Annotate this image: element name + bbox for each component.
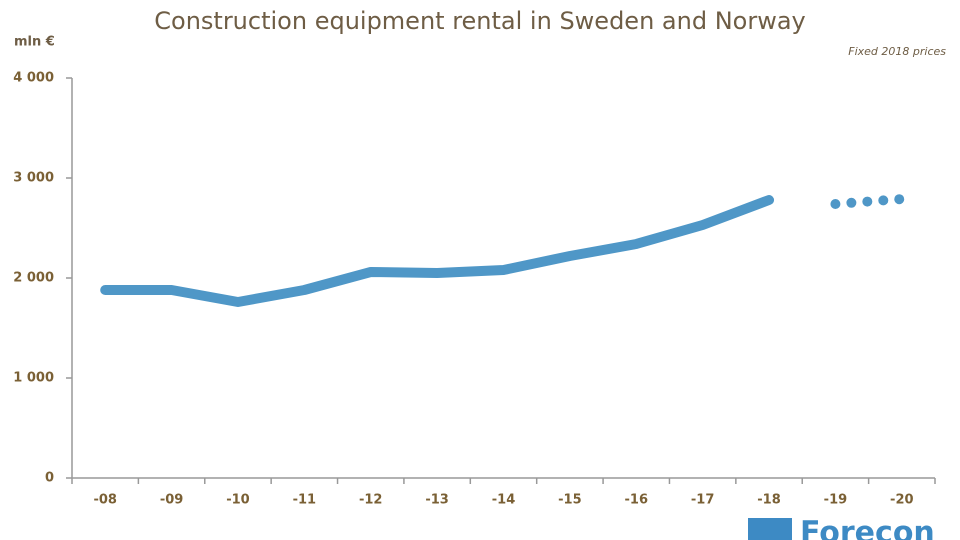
line-series [830,194,907,209]
x-tick-label: -12 [359,493,383,508]
x-tick-label: -15 [558,493,582,508]
x-tick-label: -08 [93,493,117,508]
x-tick-label: -14 [492,493,516,508]
logo: Forecon [800,516,935,540]
x-tick-label: -10 [226,493,250,508]
x-tick-label: -13 [425,493,449,508]
chart-title: Construction equipment rental in Sweden … [154,7,805,35]
line-series [100,195,775,307]
y-tick-label: 3 000 [13,171,54,186]
y-tick-label: 4 000 [13,71,54,86]
y-tick-label: 2 000 [13,271,54,286]
x-tick-label: -11 [293,493,317,508]
x-tick-label: -20 [890,493,914,508]
note: Fixed 2018 prices [848,45,946,58]
y-tick-label: 1 000 [13,371,54,386]
x-tick-label: -19 [824,493,848,508]
x-tick-label: -17 [691,493,715,508]
x-tick-label: -09 [160,493,184,508]
y-unit: mln € [14,35,55,50]
x-tick-label: -16 [625,493,649,508]
x-tick-label: -18 [757,493,781,508]
logo-icon [748,518,792,540]
y-tick-label: 0 [45,471,54,486]
